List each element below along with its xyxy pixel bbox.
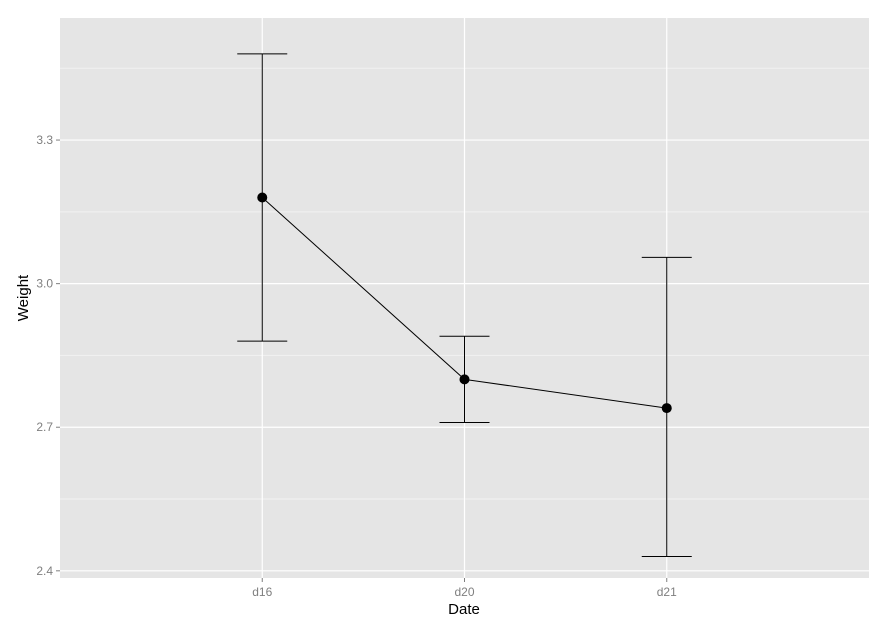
data-point-d20 [459,374,470,385]
data-point-d21 [661,403,672,414]
x-tick-label-1: d20 [454,585,474,599]
data-point-d16 [257,192,268,203]
y-axis-title: Weight [15,274,32,321]
x-tick-label-0: d16 [252,585,272,599]
y-tick-label-0: 2.4 [36,564,53,578]
x-axis-ticks: d16 d20 d21 [252,578,677,599]
y-tick-label-1: 2.7 [36,420,53,434]
x-axis-title: Date [448,601,480,618]
y-tick-label-2: 3.0 [36,277,53,291]
y-tick-label-3: 3.3 [36,133,53,147]
data-points [257,192,672,414]
y-axis-ticks: 2.4 2.7 3.0 3.3 [36,133,60,578]
x-tick-label-2: d21 [657,585,677,599]
